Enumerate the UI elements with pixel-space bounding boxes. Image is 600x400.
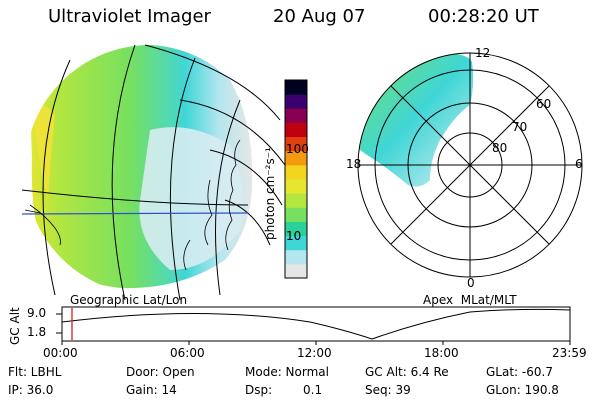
glat-status: GLat: -60.7: [486, 365, 553, 379]
colorbar-segment: [285, 263, 307, 279]
gain-status: Gain: 14: [126, 383, 177, 397]
glon-status: GLon: 190.8: [486, 383, 559, 397]
mlt-label-0: 0: [467, 276, 475, 290]
lat-label-60: 60: [536, 97, 552, 111]
seq-status: Seq: 39: [365, 383, 411, 397]
door-status: Door: Open: [126, 365, 195, 379]
mlt-label-18: 18: [346, 157, 362, 171]
lat-label-70: 70: [512, 120, 528, 134]
colorbar-frame: [284, 79, 308, 279]
colorbar-segment: [285, 94, 307, 109]
geographic-caption: Geographic Lat/Lon: [70, 293, 188, 307]
ip-status: IP: 36.0: [8, 383, 54, 397]
colorbar-segment: [285, 80, 307, 95]
mlt-label-12: 12: [475, 46, 491, 60]
mlt-label-6: 6: [575, 157, 583, 171]
xtick-0000: 00:00: [43, 346, 78, 360]
gc-alt-status: GC Alt: 6.4 Re: [365, 365, 449, 379]
colorbar-segment: [285, 235, 307, 251]
altitude-curve: [61, 308, 571, 340]
colorbar-segment: [285, 164, 307, 180]
colorbar-label: photon cm⁻²s⁻¹: [263, 147, 277, 240]
geographic-map: [21, 44, 286, 301]
dsp-value: 0.1: [303, 383, 323, 397]
mode-status: Mode: Normal: [245, 365, 329, 379]
xtick-1800: 18:00: [424, 346, 459, 360]
colorbar-segment: [285, 207, 307, 222]
colorbar-segment: [285, 221, 307, 237]
colorbar-segment: [285, 136, 307, 152]
colorbar-tick-10: 10: [286, 229, 302, 243]
colorbar: [284, 79, 308, 279]
colorbar-segment: [285, 249, 307, 265]
altitude-ylabel: GC Alt: [8, 307, 22, 345]
xtick-1200: 12:00: [297, 346, 332, 360]
colorbar-segment: [285, 122, 307, 138]
aurora-image-right: [358, 53, 474, 187]
colorbar-segment: [285, 193, 307, 208]
polar-map: [357, 52, 583, 278]
colorbar-segment: [285, 108, 307, 123]
filter-status: Flt: LBHL: [8, 365, 62, 379]
lat-label-80: 80: [492, 141, 508, 155]
xtick-0600: 06:00: [170, 346, 205, 360]
date-label: 20 Aug 07: [273, 6, 366, 27]
colorbar-segment: [285, 179, 307, 194]
altitude-ytick-max: 9.0: [27, 306, 47, 320]
apex-caption: Apex MLat/MLT: [423, 293, 517, 307]
time-label: 00:28:20 UT: [428, 6, 539, 27]
colorbar-segment: [285, 150, 307, 166]
altitude-ytick-min: 1.8: [27, 325, 47, 339]
instrument-title: Ultraviolet Imager: [48, 6, 211, 27]
colorbar-tick-100: 100: [286, 142, 309, 156]
xtick-2359: 23:59: [552, 346, 587, 360]
altitude-plot: [56, 306, 571, 345]
dsp-label: Dsp:: [245, 383, 273, 397]
